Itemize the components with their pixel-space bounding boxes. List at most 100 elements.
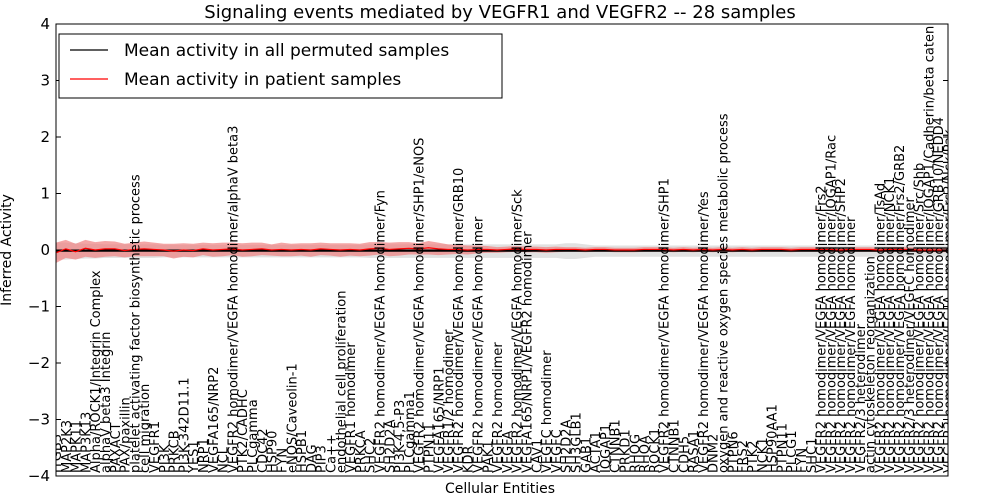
entity-label: VEGFR2 homodimer/VEGFA homodimer [471,216,486,473]
entity-label: PIP3 [315,445,330,473]
entity-label: VEGFR2 homodimer/VEGFA homodimer/Frs2/Nc… [942,129,957,473]
entity-label: MAP3K13 [79,412,94,473]
legend-label-permuted: Mean activity in all permuted samples [124,41,449,61]
entity-label: eNOS/Caveolin-1 [285,363,300,473]
entity-label: VEGFR2 homodimer/VEGFA homodimer/Frs2/GR… [893,145,908,473]
entity-label: NCK1 [756,437,771,473]
entity-label: endothelial cell proliferation [334,291,349,474]
entity-label: PI3K-342D11.1 [177,377,192,473]
legend: Mean activity in all permuted samples Me… [58,33,503,99]
entity-label: SH3GLB1 [570,412,585,473]
entity-label: VEGFR2 homodimer/VEGFA homodimer/Sck [511,189,526,473]
legend-label-patient: Mean activity in patient samples [124,70,401,90]
entity-label: RHOG [628,434,643,473]
chart-title: Signaling events mediated by VEGFR1 and … [204,2,795,23]
entity-label: VEGFA [501,431,516,473]
entity-label: VEGFA165/NRP1 [432,367,447,473]
entity-label: VEGFR2 homodimer/VEGFA homodimer/IQGAP1/… [922,14,937,473]
entity-label: VEGFC [550,429,565,473]
entity-label: VEGFR2 homodimer/VEGFA homodimer/Yes [697,191,712,473]
entity-label: PRKD1 [619,429,634,473]
entity-label: HSPB1 [295,430,310,473]
entity-label: oxygen and reactive oxygen species metab… [717,113,732,473]
entity-labels: ITGB3MAP2K3MAPK11MAP3K13Alpha/ROCK1/Inte… [50,14,957,474]
entity-label: PTPN11 [422,423,437,473]
entity-label: PAXACT [109,422,124,473]
entity-label: VEGFR2 homodimer/VEGFA homodimer/SHP2 [834,178,849,473]
entity-label: VEGFC homodimer [540,350,555,473]
entity-label: GAB1 [579,437,594,473]
entity-label: VEGFR2 homodimer/VEGFA homodimer/Frs2 [815,185,830,473]
legend-box [58,33,503,99]
entity-label: NCL [217,446,232,473]
entity-label: VEGFA165/NRP1/VEGFR2 homodimer [521,231,536,473]
y-tick-label: 0 [40,241,50,259]
entity-label: MAP2K3 [60,420,75,473]
entity-label: VEGFR2 homodimer/VEGFA homodimer/SHP1/eN… [413,138,428,473]
entity-label: VEGFR1 [148,421,163,473]
y-axis-label: Inferred Activity [0,194,15,306]
entity-label: VEGFR2 homodimer/VEGFA homodimer/SHP1 [658,178,673,473]
entity-label: PRKCB [168,430,183,473]
entity-label: FYN [275,448,290,473]
entity-label: FYN [795,448,810,473]
entity-label: VEGFR2/3 heterodimer [854,323,869,473]
entity-label: VEGFR2 homodimer/VEGFA homodimer/TsAd [873,183,888,473]
entity-label: PLCgamma [246,399,261,473]
entity-label: YES1 [187,440,202,474]
entity-label: VEGFR2 homodimer/VEGFA homodimer/IQGAP1/… [824,135,839,473]
entity-label: VEGFR2 homodimer/VEGFA homodimer/NCK1 [883,177,898,473]
y-tick-label: −4 [28,467,50,485]
y-axis: −4 −3 −2 −1 0 1 2 3 4 [28,15,948,485]
entity-label: PTPN6 [726,431,741,473]
x-axis-label: Cellular Entities [445,481,555,497]
entity-label: RHOA [638,435,653,473]
y-tick-label: 4 [40,15,50,33]
entity-label: VEGFR2 homodimer/VEGFA homodimer/alphaV … [226,126,241,473]
entity-label: VEGFA165/NRP2 [207,367,222,473]
entity-label: VEGFR2 homodimer/VEGFA homodimer/GRB10/N… [932,117,947,473]
entity-label: IQGAP1 [599,424,614,473]
entity-label: CTNNB1 [668,419,683,473]
entity-label: VEGFR2/3 heterodimer/VEGFC homodimer [903,196,918,473]
entity-label: RASA1 [687,430,702,473]
entity-label: PRKCA [354,430,369,473]
entity-label: VEGFR2 homodimer/VEGFA homodimer [844,216,859,473]
y-tick-label: 2 [40,128,50,146]
entity-label: actin cytoskeleton reorganization [864,256,879,473]
entity-label: ACTA1 [589,431,604,473]
entity-label: cell migration [138,384,153,473]
entity-label: Ca++ [324,434,339,473]
entity-label: VEGFR2 homodimer/VEGFA homodimer/Fyn [373,190,388,473]
entity-label: alphaV beta3 Integrin [99,332,114,473]
entity-label: PAK1 [481,440,496,473]
entity-label: HSP90 [266,431,281,473]
y-tick-label: 3 [40,72,50,90]
entity-label: CDC42 [256,428,271,473]
entity-label: CDH5 [677,436,692,473]
entity-label: PAX/paxillin [119,397,134,473]
entity-label: PLCG1 [785,430,800,473]
entity-label: PLCgamma1 [403,391,418,473]
entity-label: SHC1 [805,438,820,473]
entity-label: CAV1 [530,439,545,473]
y-tick-label: −2 [28,354,50,372]
entity-label: NRP1 [197,438,212,473]
entity-label: SH2D2A [560,419,575,473]
series-line-patient [56,247,948,254]
entity-label: HSP90AA1 [766,404,781,473]
entity-label: SH2D2A [383,419,398,473]
entity-label: ITGB3 [50,434,65,473]
entity-label: CTNNB1 [609,419,624,473]
entity-label: platelet activating factor biosynthetic … [128,174,143,473]
entity-label: DAG [305,444,320,473]
entity-label: PTK2/CADHC [236,389,251,473]
entity-label: KDR [462,445,477,473]
entity-label: VEGFR1 homodimer [344,342,359,473]
entity-label: PTK2 [746,440,761,473]
y-tick-label: −1 [28,298,50,316]
entity-label: FRS2 [736,440,751,473]
entity-label: PI3K-4,5-P3 [393,400,408,473]
entity-label: DNM2 [707,434,722,473]
